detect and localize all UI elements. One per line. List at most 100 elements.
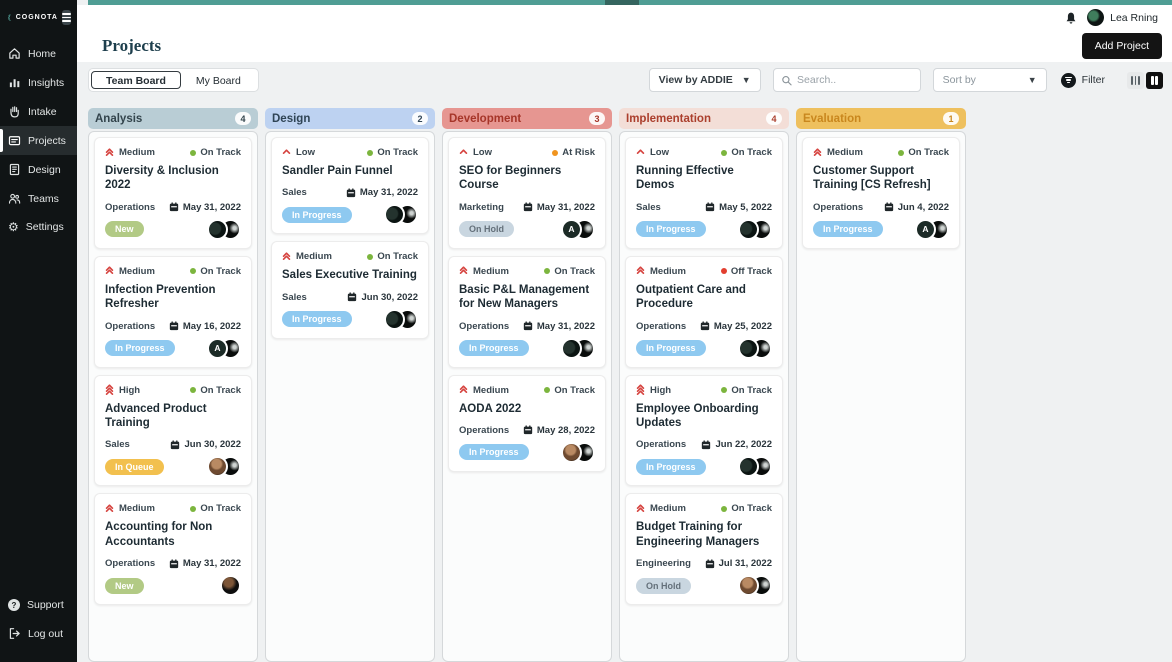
list-view-toggle[interactable] <box>1127 71 1144 89</box>
project-card[interactable]: Medium On Track AODA 2022 Operations May… <box>448 374 606 472</box>
column-header[interactable]: Design 2 <box>265 108 435 129</box>
sidebar-nav: Home Insights Intake Projects <box>0 39 77 241</box>
toolbar: Team Board My Board View by ADDIE ▼ Sort… <box>88 68 1163 92</box>
hamburger-menu-icon[interactable] <box>62 10 71 25</box>
home-icon <box>9 48 20 59</box>
status-pill: In Progress <box>813 221 883 238</box>
add-project-button[interactable]: Add Project <box>1081 33 1162 59</box>
due-date: Jun 22, 2022 <box>701 439 772 450</box>
status-dot <box>367 253 374 260</box>
sidebar-item-design[interactable]: Design <box>0 155 77 184</box>
avatar <box>738 218 759 240</box>
sidebar-item-teams[interactable]: Teams <box>0 184 77 213</box>
column-header[interactable]: Development 3 <box>442 108 612 129</box>
sidebar-item-label: Support <box>27 599 64 611</box>
avatar-group: A <box>207 337 241 359</box>
avatar-group <box>738 456 772 478</box>
column-header[interactable]: Evaluation 1 <box>796 108 966 129</box>
column-header[interactable]: Implementation 4 <box>619 108 789 129</box>
teams-icon <box>8 193 21 204</box>
column-count-badge: 3 <box>589 112 605 125</box>
due-date: May 5, 2022 <box>705 202 772 213</box>
column-name: Evaluation <box>803 112 862 125</box>
calendar-icon <box>169 202 179 212</box>
project-card[interactable]: High On Track Employee Onboarding Update… <box>625 374 783 487</box>
sidebar-item-home[interactable]: Home <box>0 39 77 68</box>
project-card[interactable]: Medium On Track Infection Prevention Ref… <box>94 255 252 368</box>
department-label: Operations <box>105 558 156 569</box>
project-card[interactable]: Low On Track Running Effective Demos Sal… <box>625 137 783 249</box>
card-title: Running Effective Demos <box>636 165 734 192</box>
priority: High <box>105 383 140 396</box>
avatar: A <box>915 218 936 240</box>
department-label: Operations <box>105 201 156 213</box>
tab-team-board[interactable]: Team Board <box>91 71 181 89</box>
intake-icon <box>10 106 19 118</box>
avatar <box>561 441 582 463</box>
project-card[interactable]: Low On Track Sandler Pain Funnel Sales M… <box>271 137 429 235</box>
avatar-group: A <box>561 218 595 240</box>
view-by-dropdown[interactable]: View by ADDIE ▼ <box>648 68 761 92</box>
project-card[interactable]: Medium On Track Budget Training for Engi… <box>625 493 783 605</box>
avatar-group <box>561 441 595 463</box>
project-card[interactable]: Medium On Track Customer Support Trainin… <box>802 137 960 249</box>
card-title: Diversity & Inclusion 2022 <box>105 165 219 192</box>
sidebar-item-projects[interactable]: Projects <box>0 126 77 155</box>
filter-label: Filter <box>1081 74 1105 86</box>
column-header[interactable]: Analysis 4 <box>88 108 258 129</box>
status-pill: In Queue <box>105 458 164 475</box>
avatar <box>207 456 228 478</box>
search-box <box>772 68 921 92</box>
top-scrollbar-thumb[interactable] <box>605 0 639 5</box>
calendar-icon <box>523 425 533 435</box>
sidebar-item-intake[interactable]: Intake <box>0 97 77 126</box>
user-menu[interactable]: Lea Rning <box>1087 9 1158 26</box>
sidebar-item-insights[interactable]: Insights <box>0 68 77 97</box>
gear-icon: ⚙ <box>8 220 19 234</box>
track-status: On Track <box>367 251 418 262</box>
project-card[interactable]: Medium On Track Diversity & Inclusion 20… <box>94 137 252 249</box>
status-dot <box>721 149 728 156</box>
notifications-bell-icon[interactable] <box>1064 11 1078 25</box>
filter-icon <box>1060 72 1076 88</box>
priority-icon <box>636 149 645 154</box>
avatar-group: A <box>915 218 949 240</box>
column-body: Low At Risk SEO for Beginners Course Mar… <box>442 131 612 662</box>
board-view-toggle[interactable] <box>1146 71 1163 89</box>
search-input[interactable] <box>797 74 913 86</box>
filter-button[interactable]: Filter <box>1060 72 1105 88</box>
view-by-value: View by ADDIE <box>658 74 733 86</box>
project-card[interactable]: Low At Risk SEO for Beginners Course Mar… <box>448 137 606 249</box>
sort-by-dropdown[interactable]: Sort by ▼ <box>932 68 1047 92</box>
column-count-badge: 4 <box>235 112 251 125</box>
project-card[interactable]: Medium On Track Basic P&L Management for… <box>448 255 606 368</box>
tab-my-board[interactable]: My Board <box>181 71 256 89</box>
sidebar-item-label: Insights <box>28 76 65 89</box>
calendar-icon <box>523 202 533 212</box>
column-name: Analysis <box>95 112 143 125</box>
avatar <box>384 308 405 330</box>
project-card[interactable]: Medium Off Track Outpatient Care and Pro… <box>625 255 783 368</box>
project-card[interactable]: Medium On Track Accounting for Non Accou… <box>94 493 252 605</box>
due-date: May 31, 2022 <box>523 321 595 332</box>
status-pill: In Progress <box>282 206 352 223</box>
project-card[interactable]: Medium On Track Sales Executive Training… <box>271 241 429 339</box>
due-date: Jun 30, 2022 <box>170 439 241 450</box>
column-name: Implementation <box>626 112 711 125</box>
track-status: On Track <box>367 147 418 158</box>
sidebar-item-label: Intake <box>28 105 57 118</box>
sidebar-item-support[interactable]: ? Support <box>0 591 77 619</box>
project-card[interactable]: High On Track Advanced Product Training … <box>94 374 252 487</box>
sidebar-item-settings[interactable]: ⚙ Settings <box>0 213 77 241</box>
column-body: Medium On Track Customer Support Trainin… <box>796 131 966 662</box>
priority-icon <box>105 147 114 156</box>
track-status: On Track <box>544 385 595 396</box>
sidebar-item-logout[interactable]: Log out <box>0 619 77 648</box>
track-status: On Track <box>721 385 772 396</box>
department-label: Operations <box>636 320 687 332</box>
status-pill: On Hold <box>459 221 514 238</box>
due-date: Jun 4, 2022 <box>884 202 949 213</box>
department-label: Marketing <box>459 201 504 213</box>
status-dot <box>544 387 551 393</box>
status-pill: New <box>105 221 144 238</box>
